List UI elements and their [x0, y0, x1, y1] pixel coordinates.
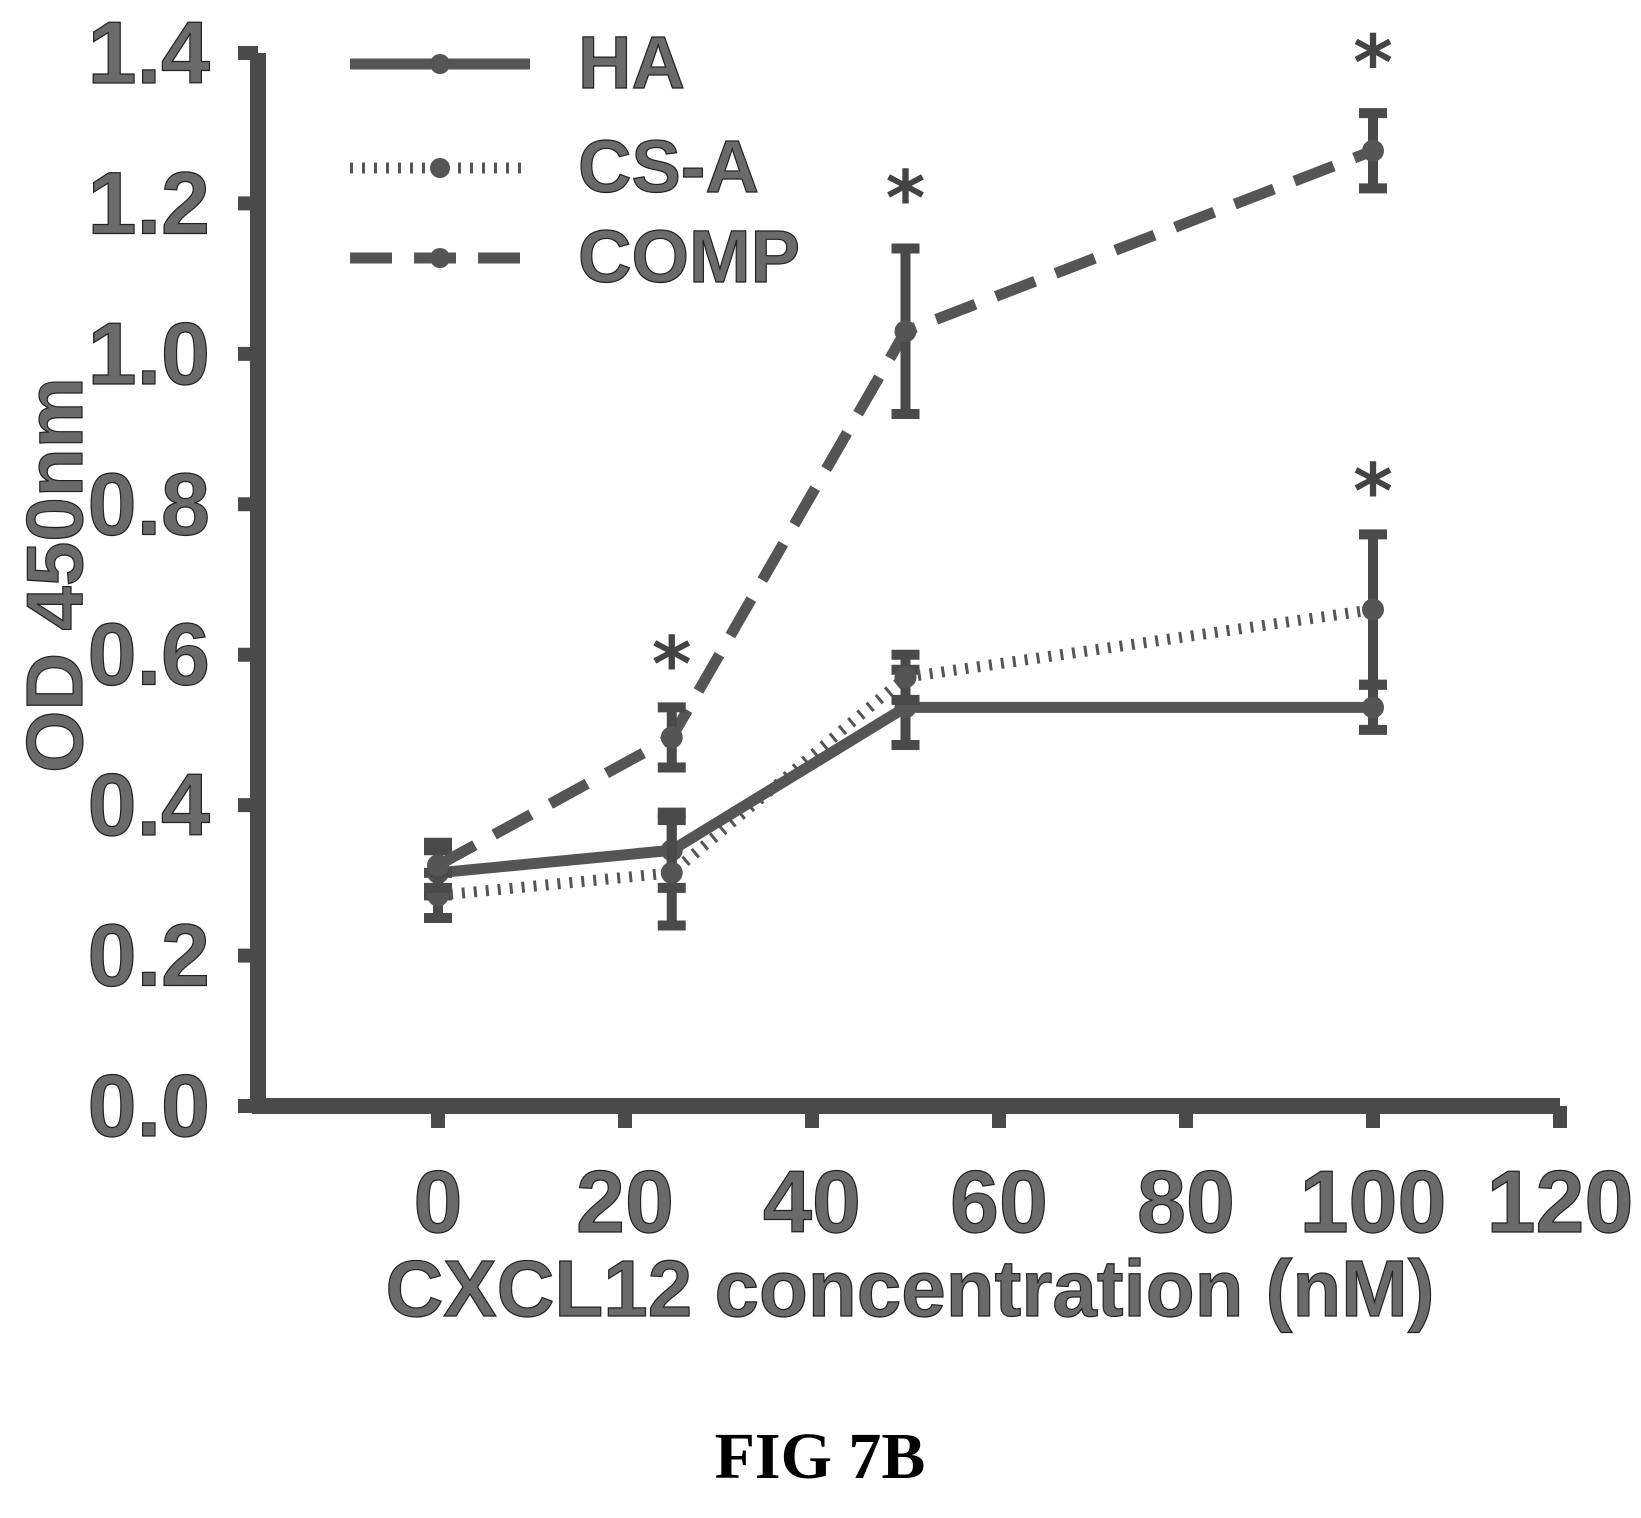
series-comp	[424, 108, 1387, 893]
figure-caption: FIG 7B	[715, 1420, 926, 1493]
y-tick-label: 1.0	[88, 304, 210, 403]
x-tick-label: 120	[1487, 1152, 1634, 1251]
legend-label: HA	[578, 21, 685, 104]
y-tick-label: 0.4	[88, 755, 210, 854]
y-tick-label: 1.2	[88, 153, 210, 252]
data-point	[894, 320, 917, 343]
legend-marker	[430, 248, 450, 268]
legend-item-cs-a: CS-A	[350, 124, 759, 209]
legend-item-comp: COMP	[350, 214, 801, 299]
data-point	[660, 726, 683, 749]
x-tick-label: 0	[414, 1152, 463, 1251]
data-point	[894, 666, 917, 689]
significance-star: *	[652, 620, 692, 709]
series-layer	[424, 108, 1387, 931]
x-axis-title: CXCL12 concentration (nM)	[386, 1244, 1435, 1333]
x-tick-label: 100	[1300, 1152, 1447, 1251]
x-tick-label: 60	[950, 1152, 1048, 1251]
y-tick-label: 0.6	[88, 605, 210, 704]
significance-markers: * * * *	[652, 18, 1393, 709]
x-tick-label: 80	[1137, 1152, 1235, 1251]
legend-item-ha: HA	[350, 20, 685, 105]
legend-marker	[430, 158, 450, 178]
significance-star: *	[1353, 18, 1393, 107]
data-point	[1362, 696, 1384, 719]
x-tick-label: 40	[763, 1152, 861, 1251]
series-cs-a	[424, 529, 1387, 931]
y-ticks: 0.0 0.2 0.4 0.6 0.8 1.0 1.2 1.4	[87, 2, 258, 1156]
legend-label: COMP	[578, 215, 800, 298]
x-tick-label: 20	[576, 1152, 674, 1251]
legend-label: CS-A	[578, 125, 759, 208]
data-point	[1362, 139, 1384, 162]
significance-star: *	[886, 153, 926, 242]
y-tick-label: 0.8	[88, 454, 210, 553]
data-point	[427, 854, 449, 877]
y-tick-label: 0.0	[88, 1056, 210, 1155]
x-ticks: 0 20 40 60 80 100 120	[413, 1106, 1634, 1252]
y-tick-label: 0.2	[88, 906, 210, 1005]
y-tick-label: 1.4	[88, 3, 210, 102]
legend-marker	[430, 54, 450, 74]
y-axis-title: OD 450nm	[10, 377, 99, 773]
series-line	[435, 145, 1375, 871]
significance-star: *	[1353, 447, 1393, 536]
data-point	[660, 861, 683, 884]
data-point	[1362, 598, 1384, 621]
